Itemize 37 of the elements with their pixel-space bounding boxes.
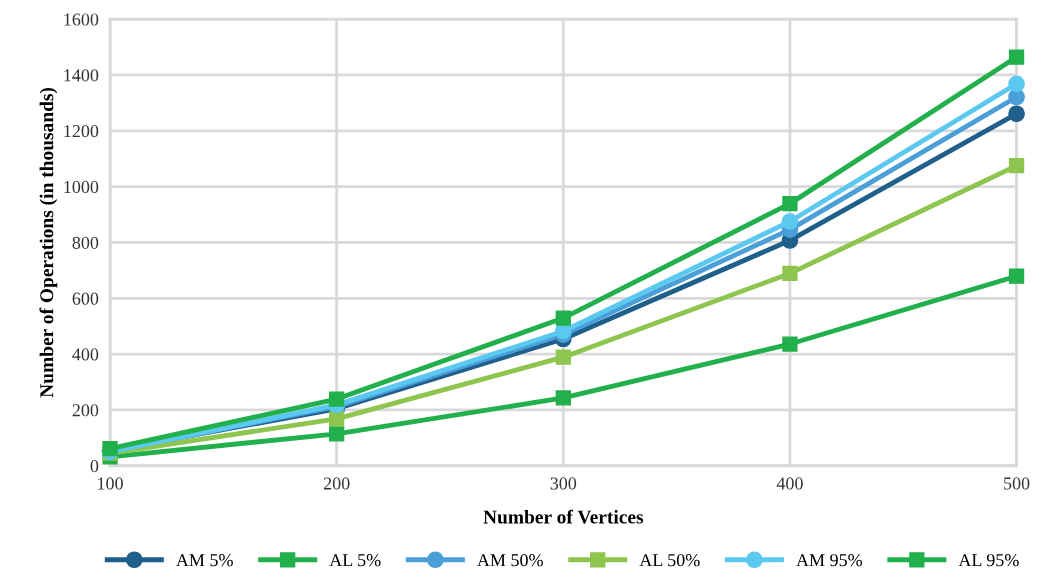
point (1008, 75, 1025, 93)
point (781, 213, 799, 230)
y-tick-label: 800 (72, 236, 99, 249)
y-tick-label: 200 (72, 404, 99, 417)
point (555, 349, 571, 365)
y-tick-label: 0 (90, 460, 99, 473)
legend-label: AM 50% (477, 554, 543, 567)
point (1008, 105, 1025, 123)
x-tick-label: 300 (550, 477, 577, 490)
y-tick-label: 1600 (64, 13, 99, 26)
legend-label: AL 5% (329, 554, 381, 567)
point (782, 265, 798, 282)
x-tick-label: 400 (776, 477, 803, 490)
legend-label: AL 95% (958, 554, 1019, 567)
point (1008, 49, 1025, 65)
legend-label: AL 50% (639, 554, 700, 567)
point (555, 390, 571, 406)
point (1008, 268, 1025, 284)
y-tick-label: 1000 (64, 180, 99, 194)
y-tick-label: 1200 (64, 125, 99, 138)
point (782, 196, 798, 212)
y-tick-label: 1400 (64, 69, 99, 82)
point (329, 426, 345, 442)
point (555, 310, 571, 326)
point (329, 391, 345, 407)
point (329, 411, 345, 427)
legend-label: AM 95% (796, 554, 863, 567)
point (1008, 158, 1025, 174)
x-tick-label: 200 (323, 477, 350, 490)
y-axis-title: Number of Operations (in thousands) (39, 87, 58, 398)
x-axis-title: Number of Vertices (483, 509, 644, 524)
point (782, 336, 798, 352)
y-tick-label: 600 (72, 292, 99, 305)
y-tick-label: 400 (72, 348, 99, 361)
legend-label: AM 5% (176, 554, 233, 567)
x-tick-label: 500 (1004, 477, 1030, 490)
x-tick-label: 100 (98, 477, 123, 490)
